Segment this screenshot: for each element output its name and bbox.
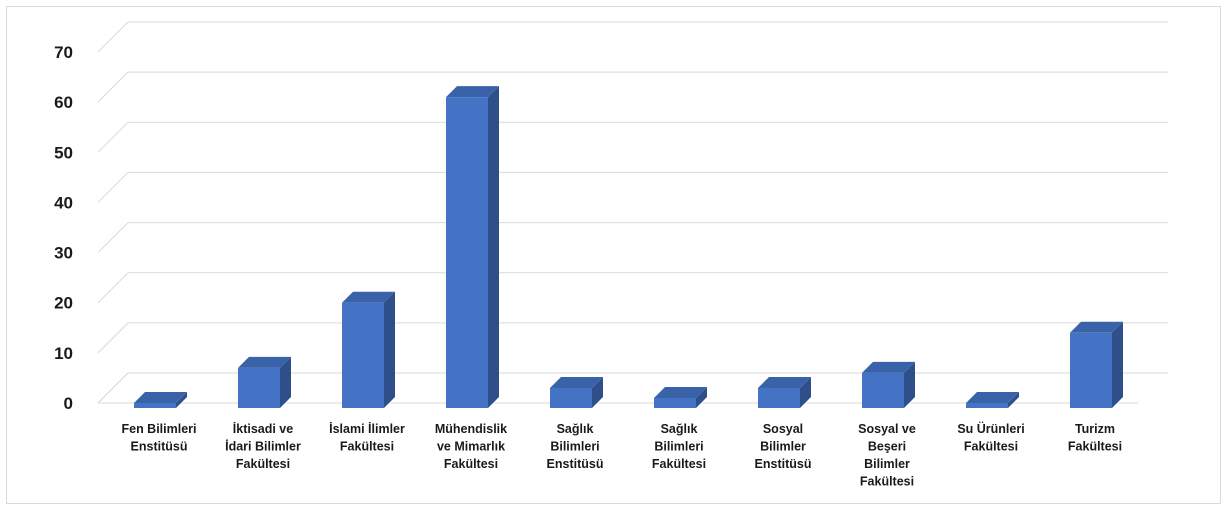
x-tick-label-line: Sağlık: [557, 422, 594, 436]
gridline-side: [97, 71, 129, 103]
x-tick-label-line: Fakültesi: [860, 475, 914, 489]
x-tick-label-line: Beşeri: [868, 440, 906, 454]
x-tick-label: İslami İlimler Fakültesi: [329, 421, 405, 454]
y-tick-label: 20: [54, 294, 73, 313]
chart-frame: 0 10 20 30 40 50 60 70 Fen Bilimleri Enstitüsü İk…: [6, 6, 1221, 504]
gridline-side: [97, 172, 129, 203]
bar-side: [488, 86, 499, 408]
bar-chart: 0 10 20 30 40 50 60 70 Fen Bilimleri Enstitüsü İk…: [54, 21, 1168, 489]
bar-side: [280, 356, 291, 408]
gridline-side: [97, 372, 129, 404]
bar: [550, 387, 592, 408]
x-tick-label-line: İslami İlimler: [329, 421, 405, 436]
x-tick-label: İktisadi ve İdari Bilimler Fakültesi: [225, 421, 301, 471]
bar-side: [800, 376, 811, 408]
x-tick-label-line: İdari Bilimler: [225, 439, 301, 454]
bar: [654, 397, 696, 408]
y-tick-label: 30: [54, 244, 73, 263]
bar: [862, 372, 904, 408]
gridline-side: [97, 121, 129, 153]
bar-top: [654, 386, 707, 398]
bar-top: [446, 86, 499, 98]
x-tick-label-line: Fakültesi: [444, 457, 498, 471]
bar-top: [342, 291, 395, 303]
bars: [134, 86, 1123, 408]
x-tick-label-line: Fakültesi: [652, 457, 706, 471]
x-axis-labels: Fen Bilimleri Enstitüsü İktisadi ve İdari B…: [121, 421, 1122, 489]
bar-side: [904, 361, 915, 408]
x-tick-label-line: Fen Bilimleri: [121, 422, 196, 436]
x-tick-label-line: Bilimler: [864, 457, 910, 471]
x-tick-label-line: Fakültesi: [236, 457, 290, 471]
x-tick-label-line: Enstitüsü: [755, 457, 812, 471]
bar-side: [592, 376, 603, 408]
bar-top: [758, 376, 811, 388]
gridline-side: [97, 222, 129, 253]
bar: [966, 402, 1008, 408]
x-tick-label-line: Bilimleri: [654, 440, 703, 454]
x-tick-label-line: Fakültesi: [964, 440, 1018, 454]
x-tick-label: Sosyal Bilimler Enstitüsü: [755, 422, 812, 471]
x-tick-label-line: Fakültesi: [340, 440, 394, 454]
bar: [758, 387, 800, 408]
bar-top: [134, 391, 187, 403]
x-tick-label-line: Turizm: [1075, 422, 1115, 436]
y-tick-label: 50: [54, 143, 73, 162]
bar-side: [384, 291, 395, 408]
x-tick-label-line: Bilimleri: [550, 440, 599, 454]
gridline-side: [97, 272, 129, 304]
x-tick-label: Mühendislik ve Mimarlık Fakültesi: [435, 422, 507, 471]
x-tick-label-line: Su Ürünleri: [957, 421, 1024, 436]
x-tick-label-line: Sağlık: [661, 422, 698, 436]
bar: [1070, 332, 1112, 408]
gridline-side: [97, 322, 129, 354]
x-tick-label: Sağlık Bilimleri Fakültesi: [652, 422, 706, 471]
bar-side: [1112, 321, 1123, 408]
bar-side: [176, 391, 187, 408]
x-tick-label-line: Sosyal ve: [858, 422, 916, 436]
bar-top: [862, 361, 915, 373]
y-tick-label: 0: [64, 394, 73, 413]
x-tick-label-line: Enstitüsü: [131, 440, 188, 454]
y-tick-label: 10: [54, 344, 73, 363]
x-tick-label: Su Ürünleri Fakültesi: [957, 421, 1024, 454]
bar-side: [1008, 391, 1019, 408]
bar-side: [696, 386, 707, 408]
y-tick-label: 70: [54, 43, 73, 62]
x-tick-label-line: Mühendislik: [435, 422, 507, 436]
x-tick-label-line: Fakültesi: [1068, 440, 1122, 454]
bar-top: [550, 376, 603, 388]
x-tick-label-line: Bilimler: [760, 440, 806, 454]
bar: [238, 367, 280, 408]
gridline-side: [97, 21, 129, 53]
x-tick-label: Sağlık Bilimleri Enstitüsü: [547, 422, 604, 471]
y-axis-ticks: 0 10 20 30 40 50 60 70: [54, 43, 73, 413]
bar: [134, 402, 176, 408]
gridlines: [97, 21, 1168, 404]
y-tick-label: 40: [54, 193, 73, 212]
x-tick-label-line: ve Mimarlık: [437, 440, 505, 454]
bar-top: [966, 391, 1019, 403]
x-tick-label: Turizm Fakültesi: [1068, 422, 1122, 454]
x-tick-label-line: İktisadi ve: [233, 421, 293, 436]
y-tick-label: 60: [54, 93, 73, 112]
bar: [342, 302, 384, 408]
x-tick-label: Fen Bilimleri Enstitüsü: [121, 422, 196, 454]
bar-top: [1070, 321, 1123, 333]
bar-top: [238, 356, 291, 368]
x-tick-label-line: Enstitüsü: [547, 457, 604, 471]
x-tick-label-line: Sosyal: [763, 422, 803, 436]
bar: [446, 97, 488, 408]
x-tick-label: Sosyal ve Beşeri Bilimler Fakültesi: [858, 422, 916, 489]
